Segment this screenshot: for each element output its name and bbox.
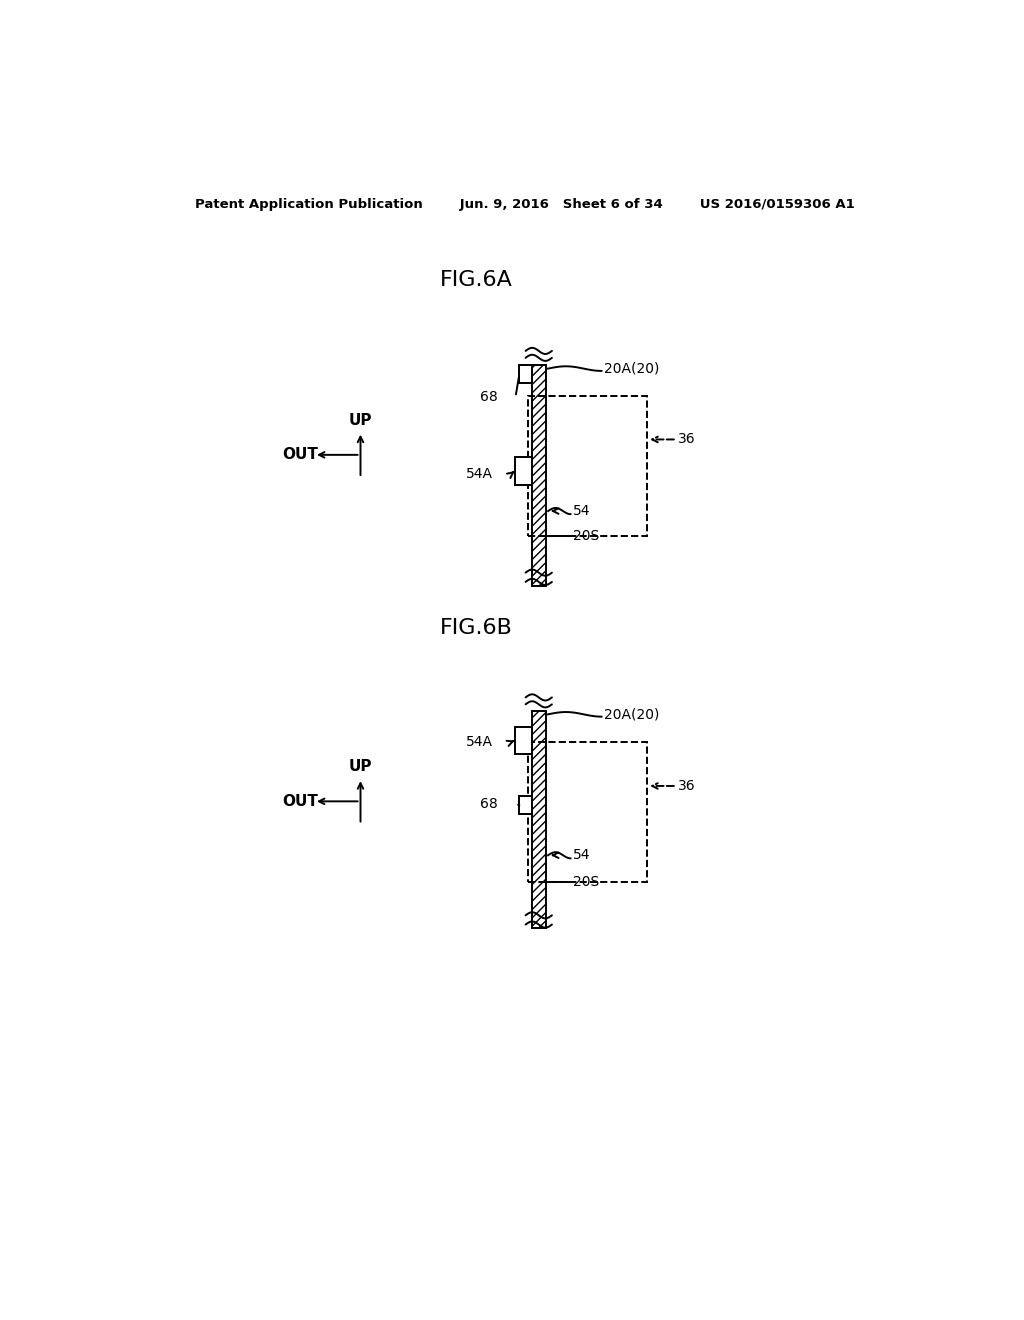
Text: OUT: OUT <box>283 447 318 462</box>
Bar <box>531 364 546 586</box>
Bar <box>515 457 531 484</box>
Bar <box>519 796 531 814</box>
Text: 54A: 54A <box>466 735 493 748</box>
Text: UP: UP <box>349 759 373 775</box>
Bar <box>519 364 531 383</box>
Text: 68: 68 <box>480 391 498 404</box>
Text: 20A(20): 20A(20) <box>604 708 659 721</box>
Text: 54A: 54A <box>466 467 493 480</box>
Text: 20A(20): 20A(20) <box>604 362 659 376</box>
Text: 54: 54 <box>572 504 591 517</box>
Text: 20S: 20S <box>572 529 599 543</box>
Bar <box>531 711 546 928</box>
Bar <box>515 726 531 755</box>
Text: Patent Application Publication        Jun. 9, 2016   Sheet 6 of 34        US 201: Patent Application Publication Jun. 9, 2… <box>195 198 855 211</box>
Text: 20S: 20S <box>572 875 599 890</box>
Text: 68: 68 <box>480 797 498 810</box>
Text: 36: 36 <box>678 779 696 793</box>
Text: OUT: OUT <box>283 793 318 809</box>
Text: FIG.6A: FIG.6A <box>440 271 513 290</box>
Bar <box>528 396 647 536</box>
Text: 54: 54 <box>572 849 591 862</box>
Text: UP: UP <box>349 413 373 428</box>
Text: 36: 36 <box>678 433 696 446</box>
Bar <box>528 742 647 882</box>
Text: FIG.6B: FIG.6B <box>440 618 513 638</box>
